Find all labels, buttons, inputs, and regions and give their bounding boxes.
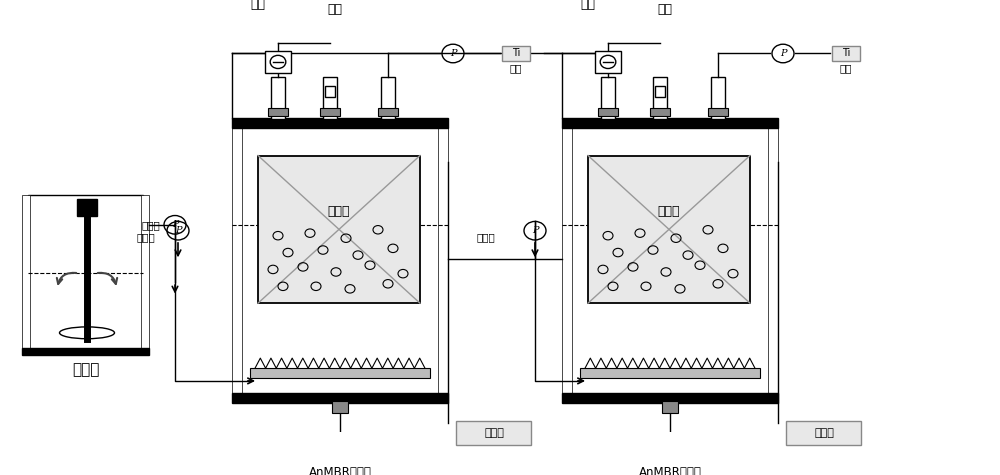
Bar <box>232 118 448 128</box>
Text: 基质罐: 基质罐 <box>72 362 99 378</box>
Text: P: P <box>450 49 456 58</box>
Text: 水浴锅: 水浴锅 <box>814 428 834 438</box>
Bar <box>650 107 670 116</box>
Text: P: P <box>532 226 538 235</box>
Bar <box>580 368 760 379</box>
Text: 膜组件: 膜组件 <box>328 205 350 218</box>
Bar <box>438 119 448 398</box>
Bar <box>768 119 778 398</box>
Bar <box>601 77 615 119</box>
Bar <box>28 195 143 352</box>
Text: 压力传
感器: 压力传 感器 <box>507 51 525 73</box>
Bar <box>570 119 770 398</box>
Bar <box>250 368 430 379</box>
Bar <box>77 200 97 216</box>
Bar <box>662 401 678 413</box>
Bar <box>22 348 149 355</box>
Text: AnMBR空白组: AnMBR空白组 <box>309 466 371 475</box>
Bar <box>232 393 448 403</box>
Text: P: P <box>175 226 181 235</box>
Bar <box>595 51 621 73</box>
Bar <box>141 195 149 352</box>
Bar <box>325 86 335 96</box>
Text: 出水: 出水 <box>658 3 672 16</box>
Bar <box>655 86 665 96</box>
Text: AnMBR加炭组: AnMBR加炭组 <box>639 466 701 475</box>
Bar <box>22 195 30 352</box>
Bar <box>588 155 750 303</box>
Bar <box>268 107 288 116</box>
Text: 沼气: 沼气 <box>250 0 266 11</box>
Bar <box>378 107 398 116</box>
Bar <box>323 77 337 119</box>
Bar <box>653 77 667 119</box>
Bar <box>562 393 778 403</box>
Bar <box>708 107 728 116</box>
Bar <box>320 107 340 116</box>
Bar <box>711 77 725 119</box>
Text: 曝气泵: 曝气泵 <box>476 232 495 242</box>
Text: P: P <box>172 220 178 229</box>
Bar <box>381 77 395 119</box>
Text: Ti: Ti <box>842 48 850 58</box>
Text: Ti: Ti <box>512 48 520 58</box>
Text: 出水: 出水 <box>328 3 342 16</box>
Text: 进料泵: 进料泵 <box>141 220 160 230</box>
Bar <box>598 107 618 116</box>
Bar <box>562 119 572 398</box>
Bar <box>332 401 348 413</box>
Bar <box>271 77 285 119</box>
Bar <box>502 46 530 61</box>
Bar <box>786 421 861 445</box>
Text: 曝气泵: 曝气泵 <box>136 232 155 242</box>
Bar <box>562 118 778 128</box>
Bar <box>240 119 440 398</box>
Text: 膜组件: 膜组件 <box>658 205 680 218</box>
Text: 沼气: 沼气 <box>580 0 596 11</box>
Text: 压力传
感器: 压力传 感器 <box>837 51 855 73</box>
Bar <box>832 46 860 61</box>
Bar <box>258 155 420 303</box>
Text: P: P <box>780 49 786 58</box>
Bar <box>232 119 242 398</box>
Text: 水浴锅: 水浴锅 <box>484 428 504 438</box>
Bar <box>456 421 531 445</box>
Bar <box>265 51 291 73</box>
